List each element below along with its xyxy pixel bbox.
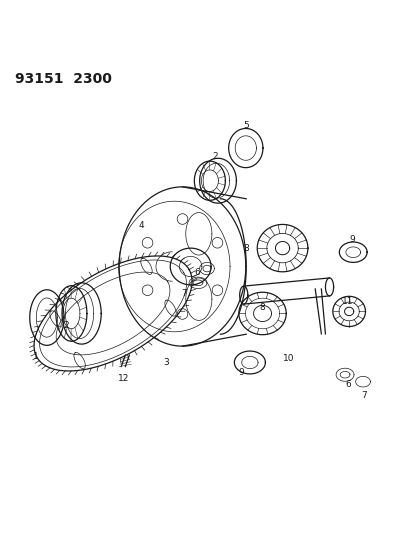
Text: 8: 8 <box>242 244 248 253</box>
Text: 7: 7 <box>361 391 366 400</box>
Text: 7: 7 <box>181 288 187 297</box>
Text: 2: 2 <box>212 152 218 161</box>
Text: 8: 8 <box>259 303 264 312</box>
Text: 3: 3 <box>163 358 169 367</box>
Text: 1: 1 <box>33 352 38 361</box>
Text: 10: 10 <box>282 354 294 363</box>
Text: 9: 9 <box>238 368 244 377</box>
Text: 6: 6 <box>344 381 350 390</box>
Text: 11: 11 <box>341 297 353 306</box>
Text: 5: 5 <box>242 121 248 130</box>
Text: 2: 2 <box>63 321 69 330</box>
Text: 6: 6 <box>193 268 199 277</box>
Text: 4: 4 <box>138 221 144 230</box>
Text: 93151  2300: 93151 2300 <box>15 72 112 86</box>
Text: 12: 12 <box>117 374 128 383</box>
Text: 9: 9 <box>348 236 354 245</box>
